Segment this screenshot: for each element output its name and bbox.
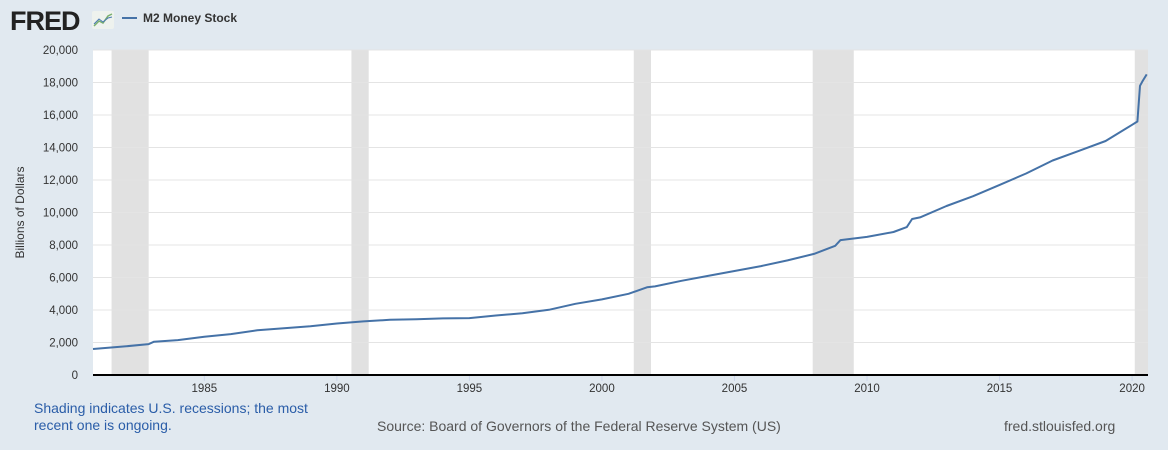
y-tick-label: 12,000 <box>43 175 78 187</box>
y-tick-label: 4,000 <box>49 305 78 317</box>
y-axis-label: Billions of Dollars <box>13 166 27 258</box>
legend: M2 Money Stock <box>122 11 237 25</box>
site-link[interactable]: fred.stlouisfed.org <box>1004 418 1116 434</box>
y-tick-label: 0 <box>72 370 78 382</box>
x-tick-label: 2010 <box>854 383 880 395</box>
y-tick-label: 16,000 <box>43 110 78 122</box>
x-tick-label: 1985 <box>192 383 218 395</box>
fred-logo[interactable]: FRED <box>10 6 80 36</box>
series-line-m2 <box>92 73 1148 350</box>
y-tick-label: 10,000 <box>43 208 78 220</box>
source-note: Source: Board of Governors of the Federa… <box>377 418 781 434</box>
x-tick-label: 2020 <box>1119 383 1145 395</box>
x-tick-label: 1995 <box>457 383 483 395</box>
x-tick-label: 2005 <box>722 383 748 395</box>
legend-swatch <box>122 17 137 19</box>
recession-note: Shading indicates U.S. recessions; the m… <box>34 400 308 433</box>
x-tick-label: 1990 <box>324 383 350 395</box>
y-tick-label: 8,000 <box>49 240 78 252</box>
y-tick-label: 14,000 <box>43 143 78 155</box>
x-tick-label: 2015 <box>987 383 1013 395</box>
x-tick-label: 2000 <box>589 383 615 395</box>
y-tick-label: 6,000 <box>49 273 78 285</box>
legend-label: M2 Money Stock <box>143 11 238 25</box>
y-tick-label: 18,000 <box>43 78 78 90</box>
chart-logo-icon <box>92 11 114 29</box>
y-tick-label: 20,000 <box>43 45 78 57</box>
y-tick-label: 2,000 <box>49 338 78 350</box>
